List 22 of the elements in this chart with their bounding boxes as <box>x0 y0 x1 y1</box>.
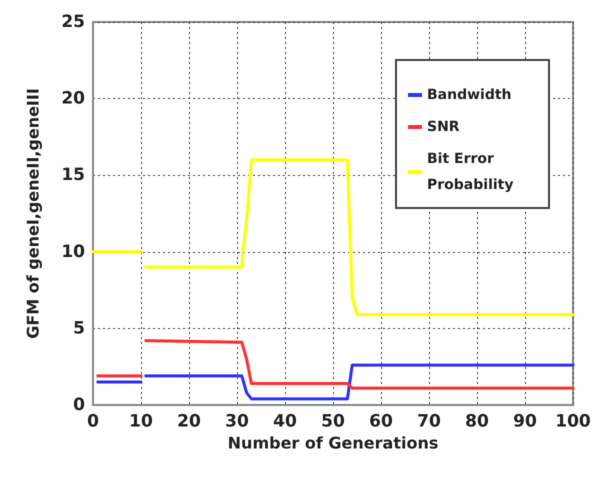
y-tick-label: 10 <box>61 242 86 262</box>
x-tick-label: 80 <box>465 412 489 432</box>
x-tick-label: 70 <box>417 412 441 432</box>
x-tick-label: 0 <box>87 412 100 432</box>
y-tick-label: 15 <box>61 165 85 186</box>
legend-label: Bit Error Probability <box>427 151 514 193</box>
x-tick-label: 30 <box>225 412 249 432</box>
y-tick-label: 20 <box>61 88 86 109</box>
x-tick-label: 10 <box>129 412 153 432</box>
y-tick-label: 0 <box>73 395 86 415</box>
x-tick-label: 90 <box>513 412 537 432</box>
y-tick-label: 5 <box>73 318 85 338</box>
legend-label: SNR <box>427 119 460 135</box>
x-axis-title: Number of Generations <box>228 434 438 452</box>
x-tick-label: 40 <box>273 412 297 432</box>
x-tick-label: 100 <box>555 412 591 432</box>
x-tick-label: 60 <box>369 412 393 432</box>
legend-label: Bandwidth <box>427 87 512 103</box>
x-tick-label: 50 <box>321 412 345 432</box>
y-tick-label: 25 <box>61 12 85 32</box>
x-tick-label: 20 <box>177 412 201 432</box>
y-axis-title: GFM of geneI,geneII,geneIII <box>24 88 42 339</box>
